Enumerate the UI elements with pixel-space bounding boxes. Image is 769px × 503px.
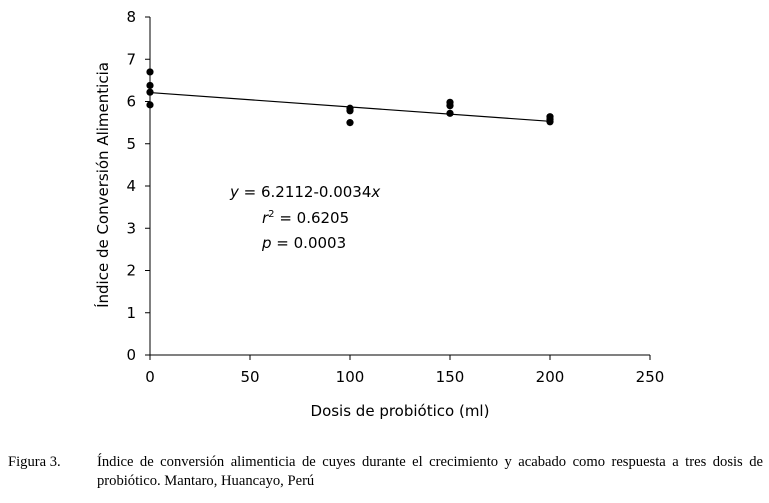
y-tick-label: 6 <box>126 93 136 111</box>
data-point <box>146 101 154 109</box>
data-point <box>146 81 154 90</box>
y-tick-label: 4 <box>126 177 136 195</box>
x-axis-title: Dosis de probiótico (ml) <box>311 402 490 420</box>
y-tick-label: 3 <box>126 219 136 237</box>
y-axis-title: Índice de Conversión Alimenticia <box>93 62 112 308</box>
x-tick-label: 0 <box>145 368 155 386</box>
y-tick-label: 0 <box>126 346 136 364</box>
y-tick-label: 5 <box>126 135 136 153</box>
y-tick-label: 8 <box>126 8 136 26</box>
y-tick-label: 1 <box>126 304 136 322</box>
y-tick-label: 2 <box>126 262 136 280</box>
data-point <box>446 109 454 117</box>
data-point <box>146 88 154 96</box>
x-tick-label: 100 <box>336 368 365 386</box>
r-squared-label: r2 = 0.6205 <box>262 209 349 227</box>
caption-text: Índice de conversión alimenticia de cuye… <box>97 454 763 489</box>
x-tick-label: 50 <box>240 368 259 386</box>
data-point <box>446 102 454 110</box>
data-point <box>346 119 354 127</box>
caption-label: Figura 3. <box>8 454 61 470</box>
data-point <box>146 68 154 76</box>
data-marks <box>146 68 554 127</box>
axes: 0 1 2 3 4 5 6 7 8 0 50 100 150 200 250 <box>126 8 664 386</box>
regression-annotation: y = 6.2112-0.0034x r2 = 0.6205 p = 0.000… <box>229 183 380 252</box>
data-point <box>346 107 354 115</box>
x-tick-label: 200 <box>536 368 565 386</box>
p-value-label: p = 0.0003 <box>261 234 346 252</box>
x-tick-label: 250 <box>636 368 665 386</box>
x-tick-label: 150 <box>436 368 465 386</box>
y-tick-label: 7 <box>126 50 136 68</box>
scatter-chart: 0 1 2 3 4 5 6 7 8 0 50 100 150 200 250 Índice de Conve… <box>93 8 664 420</box>
data-point <box>546 118 554 126</box>
equation-label: y = 6.2112-0.0034x <box>229 183 380 201</box>
